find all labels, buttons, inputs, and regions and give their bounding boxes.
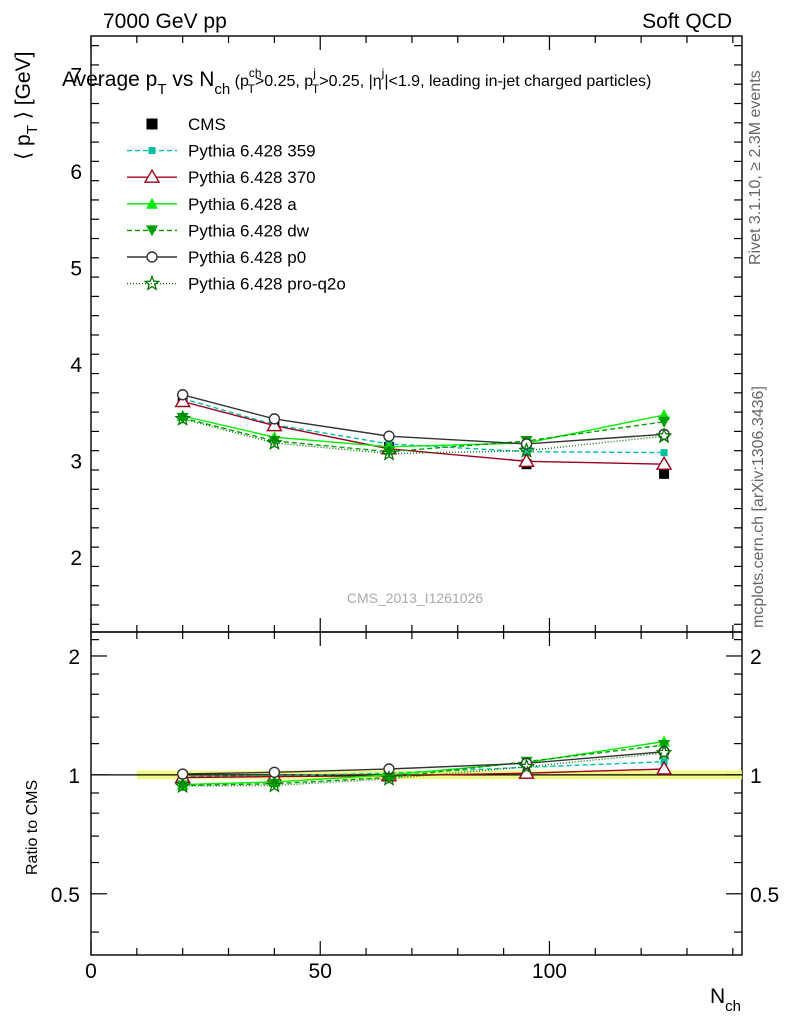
ratio-series-pythia-6-428-dw (176, 740, 671, 792)
y-tick-label: 4 (70, 354, 82, 377)
legend-entry: Pythia 6.428 359 (127, 142, 316, 161)
legend-entry: Pythia 6.428 a (127, 195, 297, 214)
data-point-square (146, 118, 158, 130)
series-pythia-6-428-pro-q2o (174, 410, 673, 461)
data-point-triangle (146, 197, 158, 209)
data-point-star (380, 444, 398, 461)
ratio-y-tick-label: 1 (68, 765, 80, 788)
data-point-star (518, 757, 535, 774)
ratio-series-pythia-6-428-pro-q2o (174, 744, 673, 794)
legend-entry: Pythia 6.428 pro-q2o (127, 275, 346, 294)
axes-layer: 0 50 100 2 3 4 5 6 7 0.5 0.5 1 1 2 2 (51, 36, 779, 983)
data-point-square (148, 147, 156, 155)
y-tick-label: 3 (70, 450, 82, 473)
y-tick-label: 7 (70, 65, 82, 88)
series-pythia-6-428-a (176, 409, 671, 452)
series-line (182, 418, 665, 455)
ratio-series-line (182, 752, 665, 787)
analysis-watermark: CMS_2013_I1261026 (347, 590, 483, 606)
x-tick-label: 0 (85, 960, 97, 983)
series-pythia-6-428-359 (179, 395, 668, 457)
legend-label: Pythia 6.428 dw (188, 221, 310, 240)
chart-title: Average pT vs Nch (pch T>0.25, pj T>0.25, … (62, 66, 651, 98)
y-tick-label: 2 (70, 547, 82, 570)
data-point-star (265, 776, 283, 793)
legend-entry: CMS (146, 115, 226, 134)
legend-label: Pythia 6.428 a (188, 195, 297, 214)
header-left-label: 7000 GeV pp (103, 10, 227, 33)
data-point-triangle-down (658, 416, 671, 428)
data-point-circle (383, 430, 395, 442)
data-point-triangle-down (176, 412, 189, 424)
data-point-triangle (266, 417, 283, 432)
data-point-triangle-down (146, 225, 158, 237)
data-point-triangle-down (268, 778, 281, 790)
ratio-y-tick-label: 2 (68, 646, 80, 669)
data-point-triangle (518, 452, 535, 468)
data-point-star (655, 744, 673, 760)
legend-label: Pythia 6.428 370 (188, 168, 316, 187)
data-point-triangle (655, 455, 673, 470)
ratio-y-tick-label-right: 2 (750, 646, 762, 669)
data-point-circle (268, 766, 281, 779)
legend-entry: Pythia 6.428 dw (127, 221, 310, 240)
data-point-circle (146, 251, 158, 263)
data-point-triangle-down (268, 436, 281, 448)
x-tick-label: 100 (532, 960, 567, 983)
series-layer (174, 389, 673, 479)
legend-label: Pythia 6.428 359 (188, 142, 316, 161)
ratio-y-tick-label-right: 0.5 (750, 884, 779, 907)
legend: CMS Pythia 6.428 359 Pythia 6.428 370 Pythi… (127, 115, 346, 294)
data-point-star (174, 410, 191, 426)
data-point-square (660, 449, 668, 457)
series-line (182, 417, 665, 453)
data-point-circle (268, 413, 281, 425)
ratio-series-pythia-6-428-p0 (176, 745, 670, 780)
ratio-y-tick-label: 0.5 (51, 884, 80, 907)
data-point-square (523, 448, 531, 456)
data-point-star (518, 441, 535, 458)
y-tick-label: 5 (70, 257, 82, 280)
mcplots-label: mcplots.cern.ch [arXiv:1306.3436] (750, 386, 767, 628)
data-point-triangle (174, 393, 191, 408)
data-point-triangle (143, 168, 161, 183)
data-point-triangle-down (382, 446, 395, 458)
ratio-panel-frame (90, 631, 743, 956)
header-right-label: Soft QCD (642, 10, 732, 33)
data-point-star (380, 769, 398, 786)
data-point-star (265, 434, 283, 451)
data-point-star (174, 777, 191, 794)
legend-label: CMS (188, 115, 226, 134)
y-axis-label-main: ⟨ pT ⟩ [GeV] (12, 52, 41, 160)
data-point-circle (176, 389, 189, 401)
y-axis-label-ratio: Ratio to CMS (24, 780, 41, 875)
legend-label: Pythia 6.428 pro-q2o (188, 275, 346, 294)
ratio-series-layer (174, 735, 673, 794)
ratio-y-tick-label-right: 1 (750, 765, 762, 788)
data-point-circle (383, 763, 395, 775)
legend-entry: Pythia 6.428 370 (127, 168, 316, 187)
data-point-triangle (655, 760, 673, 775)
legend-label: Pythia 6.428 p0 (188, 248, 306, 267)
y-tick-label: 6 (70, 161, 82, 184)
legend-entry: Pythia 6.428 p0 (127, 248, 306, 267)
data-point-triangle-down (382, 772, 395, 784)
ratio-series-pythia-6-428-a (176, 735, 671, 790)
series-cms (177, 391, 670, 479)
x-tick-label: 50 (309, 960, 332, 983)
rivet-version-label: Rivet 3.1.10, ≥ 2.3M events (747, 70, 764, 265)
series-line (182, 397, 665, 454)
x-axis-label: Nch (710, 985, 741, 1015)
data-point-square (659, 468, 670, 479)
data-point-star (143, 274, 161, 291)
data-point-star (655, 427, 673, 444)
